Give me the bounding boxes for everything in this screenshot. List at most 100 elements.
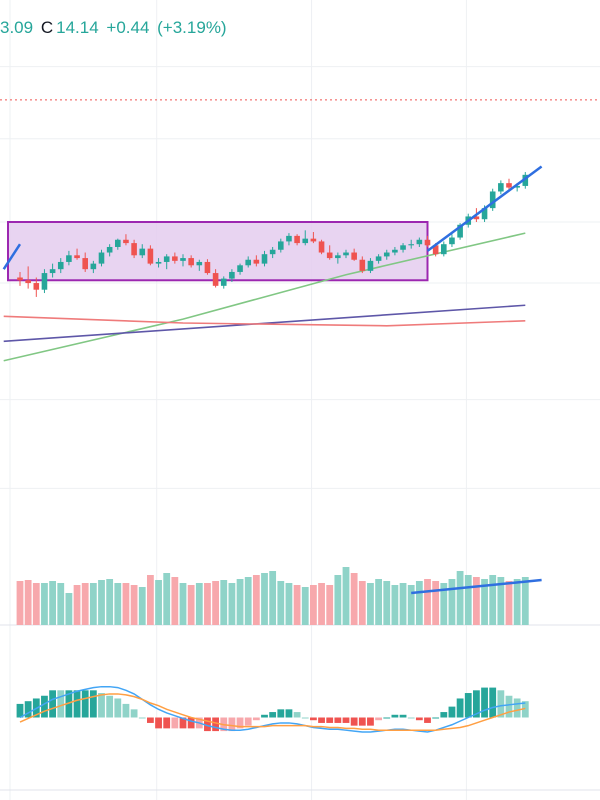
volume-bar <box>415 581 423 625</box>
volume-bar <box>383 581 391 625</box>
range-rectangle <box>7 221 429 282</box>
volume-bar <box>49 581 56 625</box>
candle-body <box>506 183 512 188</box>
candle-body <box>318 241 325 253</box>
macd-histogram-bar <box>440 712 448 718</box>
candle-body <box>139 248 146 256</box>
candle-body <box>310 238 317 242</box>
macd-histogram-bar <box>350 717 358 726</box>
macd-histogram-bar <box>65 690 73 718</box>
candle-body <box>90 263 97 270</box>
macd-histogram-bar <box>81 690 89 718</box>
macd-histogram-bar <box>464 693 472 718</box>
candle-body <box>25 280 31 284</box>
macd-histogram-bar <box>187 717 195 729</box>
moving-average-line <box>3 315 526 327</box>
volume-bar <box>489 575 497 625</box>
macd-histogram-bar <box>407 717 415 719</box>
volume-bar <box>147 575 154 625</box>
macd-histogram-bar <box>521 701 529 718</box>
volume-bar <box>236 579 244 625</box>
moving-average-line <box>3 304 526 343</box>
candle-body <box>33 283 40 290</box>
candle-body <box>335 255 341 259</box>
volume-trendline <box>411 578 542 595</box>
volume-bar <box>358 581 366 625</box>
volume-bar <box>220 580 228 625</box>
volume-bar <box>375 579 382 625</box>
candle-body <box>131 243 137 256</box>
candle-body <box>66 255 72 262</box>
candle-body <box>522 174 529 186</box>
candle-body <box>294 235 300 244</box>
volume-bar <box>179 583 187 625</box>
volume-bar <box>73 585 81 625</box>
macd-histogram-bar <box>236 717 244 729</box>
macd-histogram-bar <box>481 687 488 718</box>
macd-histogram-bar <box>41 695 48 718</box>
candle-body <box>245 259 251 266</box>
macd-histogram-bar <box>228 717 236 732</box>
macd-histogram-bar <box>415 717 423 721</box>
macd-histogram-bar <box>114 698 122 718</box>
volume-bar <box>318 583 325 625</box>
volume-bar <box>310 585 317 625</box>
volume-bar <box>350 573 358 625</box>
macd-histogram-bar <box>513 698 521 718</box>
macd-histogram-bar <box>334 717 342 723</box>
macd-histogram-bar <box>73 690 81 718</box>
volume-bar <box>138 587 146 625</box>
candle-body <box>74 255 80 259</box>
candle-body <box>400 245 406 250</box>
volume-bar <box>114 583 122 625</box>
volume-bar <box>424 579 431 625</box>
candle-body <box>147 248 154 264</box>
volume-bar <box>448 579 456 625</box>
candle-body <box>481 208 488 220</box>
macd-histogram-bar <box>244 717 252 726</box>
candle-body <box>155 261 162 264</box>
candle-body <box>269 249 276 255</box>
macd-histogram-bar <box>106 695 114 718</box>
candle-body <box>123 239 129 244</box>
candle-body <box>392 249 398 253</box>
volume-bar <box>473 577 480 625</box>
volume-bar <box>171 577 179 625</box>
volume-bar <box>481 579 488 625</box>
candle-body <box>82 258 88 270</box>
candle-body <box>106 246 113 253</box>
volume-bar <box>521 577 529 625</box>
candle-body <box>416 239 423 245</box>
volume-bar <box>440 583 448 625</box>
volume-bar <box>301 587 309 625</box>
close-label: C <box>40 18 54 37</box>
candle-body <box>343 252 349 256</box>
macd-histogram-bar <box>375 717 382 721</box>
volume-bar <box>407 585 415 625</box>
candle-body <box>180 258 186 261</box>
macd-histogram-bar <box>285 709 293 718</box>
macd-histogram-bar <box>489 687 497 718</box>
candle-body <box>351 252 357 260</box>
candle-body <box>457 224 463 238</box>
candle-body <box>514 185 520 188</box>
volume-bar <box>212 581 219 625</box>
volume-bar <box>244 577 252 625</box>
price-trendline <box>426 165 543 252</box>
macd-histogram-bar <box>130 709 138 718</box>
macd-histogram-bar <box>432 717 440 719</box>
macd-histogram-bar <box>473 690 480 718</box>
macd-histogram-bar <box>293 712 301 718</box>
candle-body <box>473 216 480 220</box>
volume-bar <box>41 583 48 625</box>
volume-bar <box>252 575 260 625</box>
volume-bar <box>32 583 40 625</box>
candle-body <box>367 260 374 271</box>
macd-histogram-bar <box>89 690 97 718</box>
close-value: 14.14 <box>56 18 99 37</box>
macd-histogram-bar <box>505 695 513 718</box>
candle-body <box>424 239 431 246</box>
volume-bar <box>57 583 65 625</box>
volume-bar <box>195 583 203 625</box>
